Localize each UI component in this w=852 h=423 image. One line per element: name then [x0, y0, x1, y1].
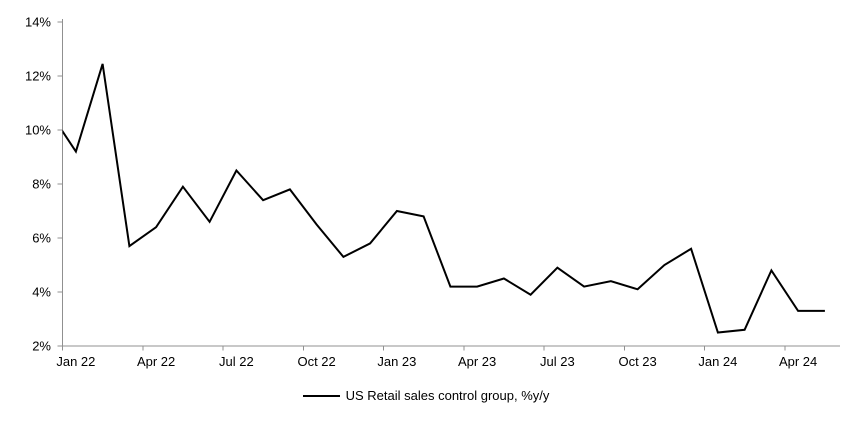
- x-tick-label: Apr 22: [137, 354, 175, 369]
- y-tick-label: 12%: [25, 69, 51, 84]
- x-tick-label: Jan 22: [56, 354, 95, 369]
- x-tick-label: Jul 22: [219, 354, 254, 369]
- data-line-series: [62, 63, 825, 334]
- legend-line-marker: [302, 395, 340, 397]
- x-tick-label: Apr 23: [458, 354, 496, 369]
- x-tick-label: Jan 24: [698, 354, 737, 369]
- y-tick-label: 8%: [32, 177, 51, 192]
- y-tick-label: 10%: [25, 123, 51, 138]
- x-tick-label: Jan 23: [377, 354, 416, 369]
- y-tick-label: 6%: [32, 231, 51, 246]
- legend: US Retail sales control group, %y/y: [0, 388, 852, 404]
- x-tick-label: Oct 23: [618, 354, 656, 369]
- x-tick-label: Jul 23: [540, 354, 575, 369]
- x-tick-label: Apr 24: [779, 354, 817, 369]
- y-tick-label: 2%: [32, 339, 51, 354]
- legend-label: US Retail sales control group, %y/y: [345, 388, 550, 403]
- y-tick-label: 4%: [32, 285, 51, 300]
- x-tick-label: Oct 22: [297, 354, 335, 369]
- y-tick-label: 14%: [25, 15, 51, 30]
